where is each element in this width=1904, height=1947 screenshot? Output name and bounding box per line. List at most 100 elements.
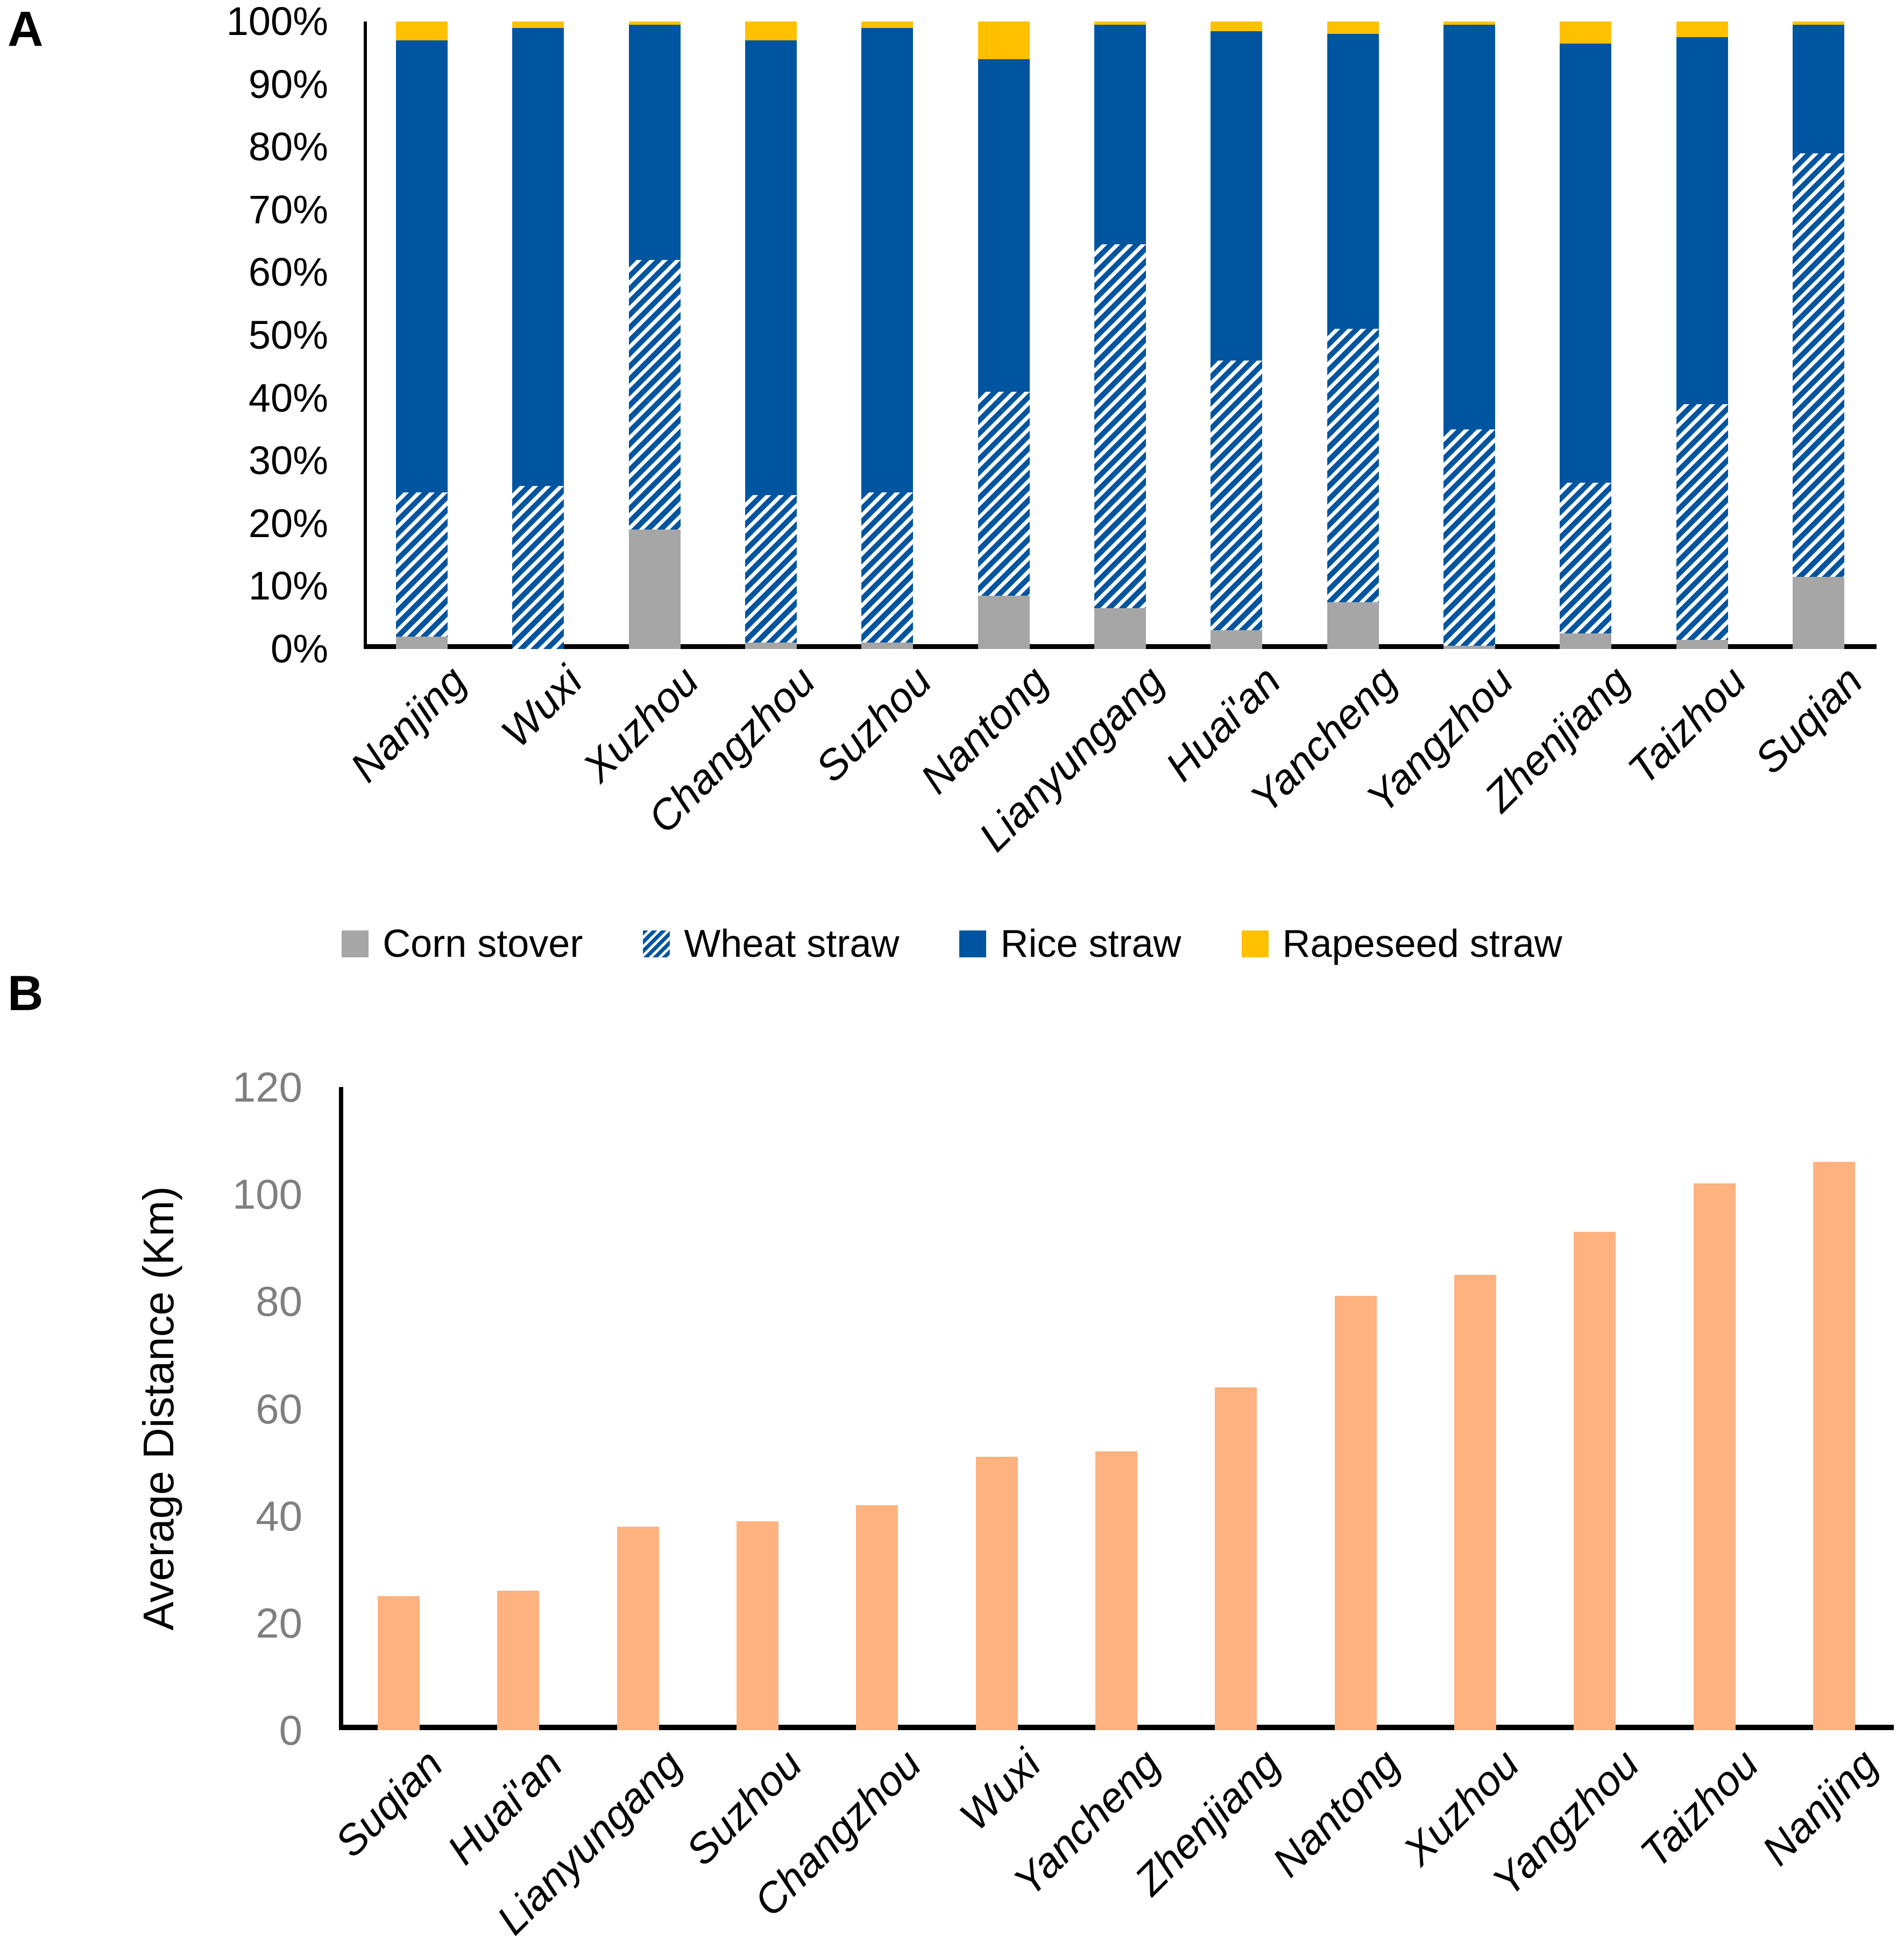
distance-bar-taizhou [1693,1183,1736,1730]
segment-rapeseed [978,22,1030,59]
segment-wheat [1327,329,1379,602]
segment-wheat [1676,404,1728,640]
legend-item-rice: Rice straw [959,925,1181,963]
distance-bar-huaian [497,1591,540,1730]
segment-rapeseed [628,22,681,25]
segment-rice [1792,24,1844,153]
distance-bar-yancheng [1095,1451,1137,1730]
segment-rice [512,27,564,486]
panel-a-ytick: 80% [248,124,328,170]
segment-rice [1676,37,1728,405]
segment-rice [978,59,1030,392]
distance-bar-nanjing [1813,1162,1855,1730]
segment-rapeseed [1792,22,1844,25]
stacked-bar-changzhou [745,22,797,649]
distance-bar-lianyungang [617,1526,659,1730]
segment-wheat [1094,244,1146,609]
segment-corn [745,643,797,649]
panel-b-ytick: 120 [232,1063,302,1111]
segment-rice [1443,24,1495,429]
distance-bar-yangzhou [1574,1231,1616,1730]
segment-corn [396,636,448,649]
segment-corn [1327,602,1379,649]
legend-swatch-corn [342,930,369,957]
legend-label-rice: Rice straw [1000,922,1181,965]
stacked-bar-zhenjiang [1560,22,1612,649]
segment-corn [1560,633,1612,649]
panel-a-ytick: 40% [248,375,328,420]
segment-rapeseed [1443,22,1495,25]
panel-b-xlabel: Nantong [1263,1740,1409,1886]
panel-a-ytick: 0% [271,626,328,671]
segment-rice [745,40,797,496]
segment-corn [978,595,1030,649]
panel-a-xlabel: Suqian [1745,657,1872,783]
panel-b-ytick: 60 [256,1385,302,1433]
panel-a-ytick: 10% [248,563,328,609]
segment-corn [628,530,681,649]
panel-b-ytick: 40 [256,1492,302,1540]
distance-bar-zhenjiang [1215,1387,1257,1730]
distance-bar-nantong [1334,1296,1377,1730]
panel-b-xlabel: Nanjing [1753,1740,1887,1874]
distance-bar-suqian [378,1596,420,1730]
distance-bar-suzhou [737,1521,779,1730]
segment-wheat [512,485,564,649]
segment-rice [1211,31,1263,361]
panel-a-xlabel: Wuxi [492,657,592,757]
panel-b-ytick: 0 [279,1706,302,1754]
segment-corn [1676,639,1728,649]
stacked-bar-yancheng [1327,22,1379,649]
segment-rapeseed [1327,22,1379,34]
segment-rapeseed [1560,22,1612,44]
segment-rice [861,27,914,492]
segment-wheat [1211,360,1263,631]
segment-wheat [978,391,1030,596]
segment-wheat [628,260,681,530]
legend-label-rapeseed: Rapeseed straw [1282,922,1562,965]
segment-rice [1327,34,1379,329]
segment-corn [1211,630,1263,649]
segment-corn [1094,608,1146,649]
panel-b-letter: B [8,966,44,1021]
stacked-bar-yangzhou [1443,22,1495,649]
segment-wheat [861,492,914,643]
distance-bar-changzhou [856,1505,898,1730]
legend-swatch-wheat [643,930,670,957]
segment-corn [861,643,914,649]
segment-rapeseed [1094,22,1146,25]
segment-rice [1094,24,1146,244]
stacked-bar-suzhou [861,22,914,649]
panel-b-ytick: 80 [256,1278,302,1325]
stacked-bar-nanjing [396,22,448,649]
panel-a-ytick: 50% [248,313,328,357]
panel-a-xlabel: Nanjing [341,657,475,791]
legend-swatch-rice [959,930,987,957]
panel-b-xlabel: Suqian [325,1740,452,1866]
distance-bar-xuzhou [1454,1274,1496,1730]
segment-corn [1443,646,1495,649]
legend-item-corn: Corn stover [342,925,583,963]
segment-rapeseed [861,22,914,28]
panel-a-xlabel: Taizhou [1618,657,1756,793]
segment-rapeseed [512,22,564,28]
segment-wheat [1792,153,1844,577]
panel-a-ytick: 70% [248,187,328,232]
stacked-bar-nantong [978,22,1030,649]
panel-b-xlabel: Wuxi [950,1740,1050,1840]
segment-rice [628,24,681,260]
legend-label-wheat: Wheat straw [684,922,900,965]
stacked-bar-taizhou [1676,22,1728,649]
panel-a-legend: Corn stover Wheat straw Rice straw Rapeseed… [0,925,1904,963]
legend-label-corn: Corn stover [383,922,583,965]
panel-a-ytick: 60% [248,250,328,295]
stacked-bar-lianyungang [1094,22,1146,649]
segment-rapeseed [1211,22,1263,31]
stacked-bar-xuzhou [628,22,681,649]
panel-a-letter: A [8,2,44,57]
segment-wheat [1560,483,1612,633]
panel-a-ytick: 90% [248,61,328,107]
stacked-bar-suqian [1792,22,1844,649]
panel-b-ytick: 100 [232,1170,302,1218]
